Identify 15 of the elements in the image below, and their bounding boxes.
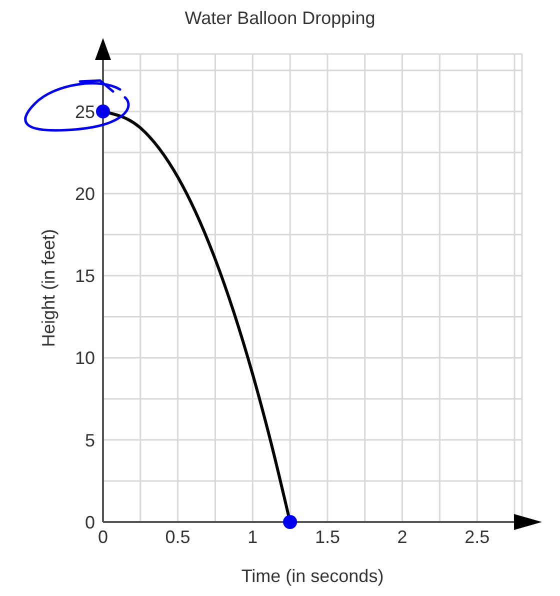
- y-axis-title: Height (in feet): [38, 228, 58, 348]
- x-tick-label: 1: [248, 526, 258, 547]
- y-tick-label: 5: [84, 430, 95, 450]
- x-tick-label: 2.5: [464, 526, 490, 547]
- x-tick-label: 0: [98, 526, 108, 547]
- x-tick-label: 0.5: [165, 526, 190, 547]
- x-axis-title: Time (in seconds): [241, 566, 384, 586]
- y-tick-label: 20: [74, 184, 95, 204]
- x-tick-label: 1.5: [314, 526, 340, 547]
- chart-title: Water Balloon Dropping: [184, 8, 376, 30]
- y-tick-label: 10: [74, 348, 95, 368]
- y-tick-label: 0: [84, 512, 95, 532]
- y-tick-label: 25: [74, 102, 95, 122]
- y-tick-label: 15: [74, 266, 95, 286]
- x-tick-label: 2: [397, 526, 408, 547]
